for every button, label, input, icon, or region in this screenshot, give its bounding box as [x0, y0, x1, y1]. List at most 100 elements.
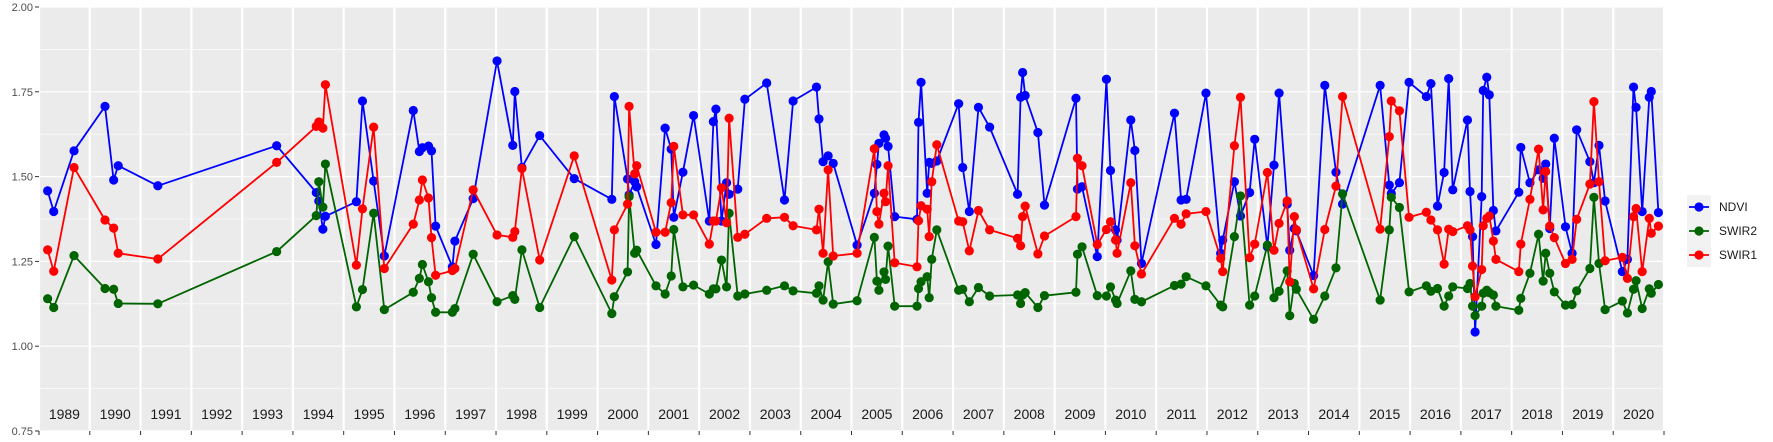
x-tick-label: 1992 [201, 406, 232, 422]
data-point-ndvi [1432, 201, 1443, 211]
data-point-swir1 [379, 263, 389, 274]
data-point-swir2 [1394, 202, 1405, 213]
data-point-swir1 [924, 232, 934, 242]
data-point-swir2 [958, 284, 968, 294]
data-point-ndvi [1600, 196, 1610, 206]
data-point-swir2 [43, 294, 53, 304]
data-point-swir1 [272, 157, 282, 167]
data-point-swir1 [1262, 167, 1272, 178]
data-point-ndvi [1470, 327, 1480, 337]
data-point-swir2 [1567, 299, 1577, 310]
data-point-swir2 [733, 291, 743, 301]
data-point-swir1 [1432, 225, 1443, 235]
data-point-ndvi [357, 96, 368, 106]
data-point-ndvi [916, 77, 926, 87]
data-point-swir2 [510, 294, 520, 304]
data-point-swir1 [922, 204, 932, 214]
data-point-swir1 [1216, 253, 1226, 263]
data-point-swir1 [510, 226, 520, 237]
data-point-ndvi [883, 141, 893, 152]
data-point-swir1 [724, 113, 734, 123]
x-tick-label: 2008 [1014, 406, 1045, 422]
data-point-swir2 [1533, 229, 1544, 239]
data-point-swir1 [1622, 273, 1633, 283]
data-point-swir2 [927, 254, 937, 264]
data-point-swir1 [1130, 241, 1140, 251]
data-point-swir2 [1491, 301, 1501, 311]
data-point-swir2 [762, 285, 772, 295]
data-point-swir1 [43, 245, 53, 255]
data-point-swir2 [964, 297, 974, 307]
data-point-swir2 [1126, 266, 1136, 276]
data-point-swir1 [985, 225, 995, 235]
data-point-swir1 [431, 270, 441, 280]
data-point-swir1 [369, 122, 379, 132]
data-point-swir2 [678, 282, 688, 292]
data-point-ndvi [1012, 189, 1023, 199]
data-point-swir1 [1567, 254, 1577, 264]
data-point-ndvi [1384, 180, 1394, 190]
data-point-ndvi [1077, 182, 1087, 192]
x-tick-label: 2011 [1167, 406, 1197, 422]
data-point-swir1 [1092, 239, 1102, 250]
data-point-ndvi [1274, 88, 1284, 98]
data-point-ndvi [1105, 165, 1116, 176]
data-point-swir1 [318, 123, 328, 133]
data-point-swir2 [624, 192, 634, 202]
data-point-swir1 [1600, 256, 1610, 266]
data-point-swir1 [880, 197, 891, 207]
data-point-swir1 [669, 141, 679, 152]
data-point-swir2 [1384, 225, 1394, 235]
data-point-swir1 [535, 255, 545, 265]
data-point-swir2 [912, 301, 922, 311]
data-point-ndvi [607, 194, 617, 204]
data-point-ndvi [510, 86, 520, 97]
data-point-swir2 [1092, 291, 1102, 301]
data-point-swir1 [1394, 106, 1405, 116]
data-point-ndvi [1020, 90, 1030, 101]
data-point-swir2 [1016, 298, 1026, 309]
data-point-swir2 [872, 276, 882, 286]
data-point-swir1 [704, 239, 714, 249]
data-point-swir2 [716, 255, 727, 265]
data-point-swir1 [1589, 97, 1599, 107]
data-point-swir2 [1465, 278, 1475, 289]
data-point-swir2 [1331, 263, 1341, 273]
data-point-ndvi [678, 167, 688, 177]
data-point-ndvi [1421, 91, 1431, 102]
data-point-ndvi [828, 158, 838, 168]
data-point-swir1 [1181, 209, 1191, 219]
x-tick-label: 1989 [49, 406, 80, 422]
data-point-swir1 [973, 205, 984, 216]
data-point-ndvi [351, 197, 361, 207]
data-point-ndvi [811, 82, 822, 92]
y-tick-label: 2.00 [12, 2, 33, 14]
data-point-swir1 [666, 198, 676, 208]
data-point-ndvi [1448, 185, 1458, 195]
data-point-ndvi [688, 110, 699, 121]
data-point-ndvi [1628, 82, 1639, 92]
data-point-ndvi [1491, 226, 1501, 236]
data-point-ndvi [153, 181, 163, 191]
data-point-swir2 [423, 277, 434, 287]
data-point-swir1 [828, 251, 838, 261]
data-point-ndvi [426, 146, 437, 156]
data-point-ndvi [762, 78, 772, 88]
data-point-swir1 [688, 210, 699, 220]
data-point-swir2 [890, 301, 900, 311]
data-point-swir1 [1549, 233, 1559, 243]
data-point-ndvi [922, 188, 932, 198]
data-point-ndvi [1181, 194, 1191, 204]
data-point-swir2 [408, 287, 418, 297]
data-point-swir1 [964, 246, 974, 256]
y-tick-label: 1.75 [12, 87, 33, 99]
data-point-swir2 [1071, 287, 1081, 297]
data-point-swir1 [1101, 224, 1112, 235]
data-point-ndvi [69, 146, 79, 156]
data-point-swir1 [408, 219, 418, 229]
data-point-swir2 [883, 241, 893, 251]
data-point-swir2 [314, 177, 324, 187]
data-point-swir1 [762, 213, 772, 223]
data-point-ndvi [1018, 67, 1028, 78]
data-point-swir2 [414, 273, 424, 283]
